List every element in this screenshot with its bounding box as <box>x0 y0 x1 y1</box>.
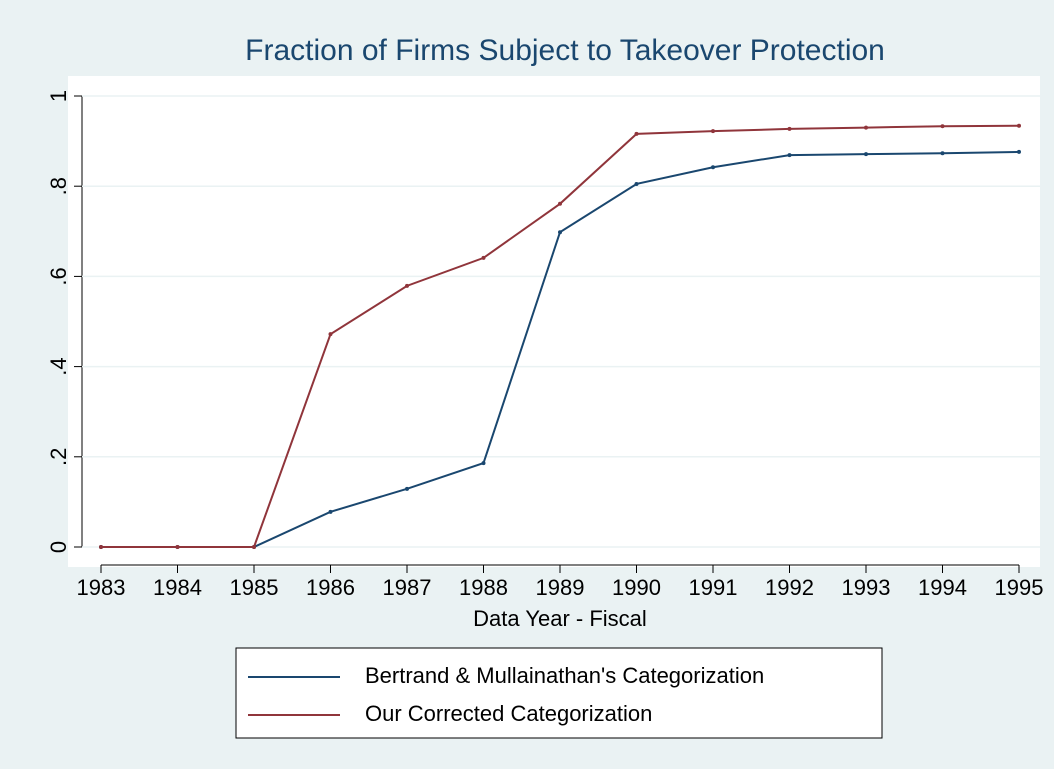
y-tick-label: .4 <box>46 357 71 375</box>
point <box>864 152 868 157</box>
point <box>405 486 409 491</box>
point <box>328 332 333 337</box>
point <box>328 509 333 514</box>
point <box>558 201 562 206</box>
point <box>175 545 180 549</box>
x-tick-label: 1987 <box>383 575 432 600</box>
point <box>864 125 868 130</box>
legend <box>235 647 883 739</box>
point <box>252 545 256 549</box>
point <box>558 230 562 235</box>
y-tick-label: .8 <box>46 177 71 195</box>
x-tick-label: 1988 <box>459 575 508 600</box>
y-tick-label: 0 <box>46 541 71 553</box>
x-tick-label: 1985 <box>230 575 279 600</box>
y-tick-label: .6 <box>46 267 71 285</box>
legend-label: Bertrand & Mullainathan's Categorization <box>365 663 764 688</box>
x-tick-label: 1986 <box>306 575 355 600</box>
point <box>99 545 103 549</box>
y-tick-label: .2 <box>46 448 71 466</box>
chart-title: Fraction of Firms Subject to Takeover Pr… <box>245 34 885 67</box>
x-tick-label: 1983 <box>77 575 126 600</box>
x-tick-label: 1991 <box>689 575 738 600</box>
point <box>1017 149 1021 154</box>
point <box>711 165 715 170</box>
x-tick-label: 1989 <box>536 575 585 600</box>
point <box>481 255 486 260</box>
x-tick-label: 1984 <box>153 575 202 600</box>
point <box>481 461 486 466</box>
x-tick-label: 1992 <box>765 575 814 600</box>
point <box>634 181 639 186</box>
legend-label: Our Corrected Categorization <box>365 701 652 726</box>
point <box>787 126 792 131</box>
point <box>634 131 639 136</box>
x-tick-label: 1990 <box>612 575 661 600</box>
x-tick-label: 1995 <box>995 575 1044 600</box>
point <box>940 124 945 129</box>
point <box>940 151 945 156</box>
x-axis-label: Data Year - Fiscal <box>473 606 647 631</box>
point <box>711 129 715 134</box>
x-tick-label: 1994 <box>918 575 967 600</box>
point <box>1017 123 1021 128</box>
point <box>787 153 792 158</box>
y-tick-label: 1 <box>46 90 71 102</box>
plot-area <box>68 76 1040 567</box>
x-tick-label: 1993 <box>842 575 891 600</box>
point <box>405 283 409 288</box>
